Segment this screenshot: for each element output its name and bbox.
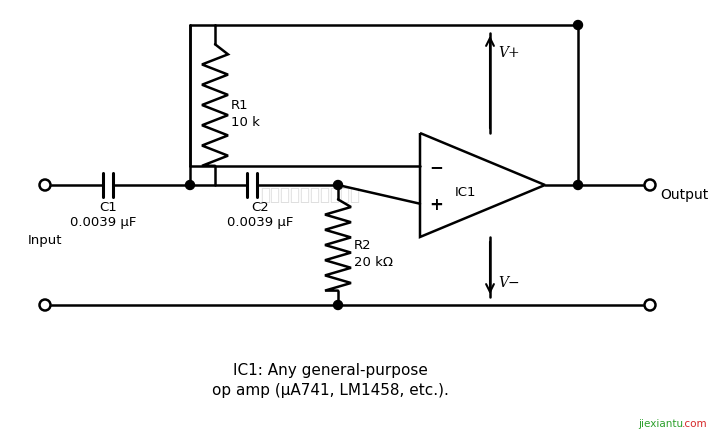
- Text: +: +: [429, 196, 443, 214]
- Text: C1: C1: [99, 201, 117, 214]
- Circle shape: [334, 181, 342, 190]
- Text: .com: .com: [682, 419, 707, 429]
- Text: C2: C2: [251, 201, 269, 214]
- Text: 10 k: 10 k: [231, 116, 260, 129]
- Circle shape: [573, 20, 583, 30]
- Circle shape: [573, 181, 583, 190]
- Text: V+: V+: [498, 46, 520, 60]
- Text: 20 kΩ: 20 kΩ: [354, 255, 393, 269]
- Circle shape: [644, 180, 655, 191]
- Text: Output: Output: [660, 188, 708, 202]
- Text: jiexiantu: jiexiantu: [638, 419, 683, 429]
- Circle shape: [185, 181, 195, 190]
- Text: −: −: [429, 158, 443, 176]
- Text: Input: Input: [28, 234, 62, 246]
- Text: IC1: IC1: [455, 185, 476, 198]
- Text: 杭州路睿科技有限公司: 杭州路睿科技有限公司: [260, 186, 360, 204]
- Text: op amp (μA741, LM1458, etc.).: op amp (μA741, LM1458, etc.).: [211, 382, 448, 398]
- Text: 0.0039 μF: 0.0039 μF: [227, 215, 293, 228]
- Circle shape: [644, 300, 655, 310]
- Text: V−: V−: [498, 276, 520, 290]
- Circle shape: [40, 300, 51, 310]
- Circle shape: [334, 300, 342, 310]
- Text: R2: R2: [354, 238, 371, 252]
- Circle shape: [40, 180, 51, 191]
- Text: IC1: Any general-purpose: IC1: Any general-purpose: [232, 362, 427, 378]
- Text: 0.0039 μF: 0.0039 μF: [70, 215, 136, 228]
- Text: R1: R1: [231, 99, 248, 112]
